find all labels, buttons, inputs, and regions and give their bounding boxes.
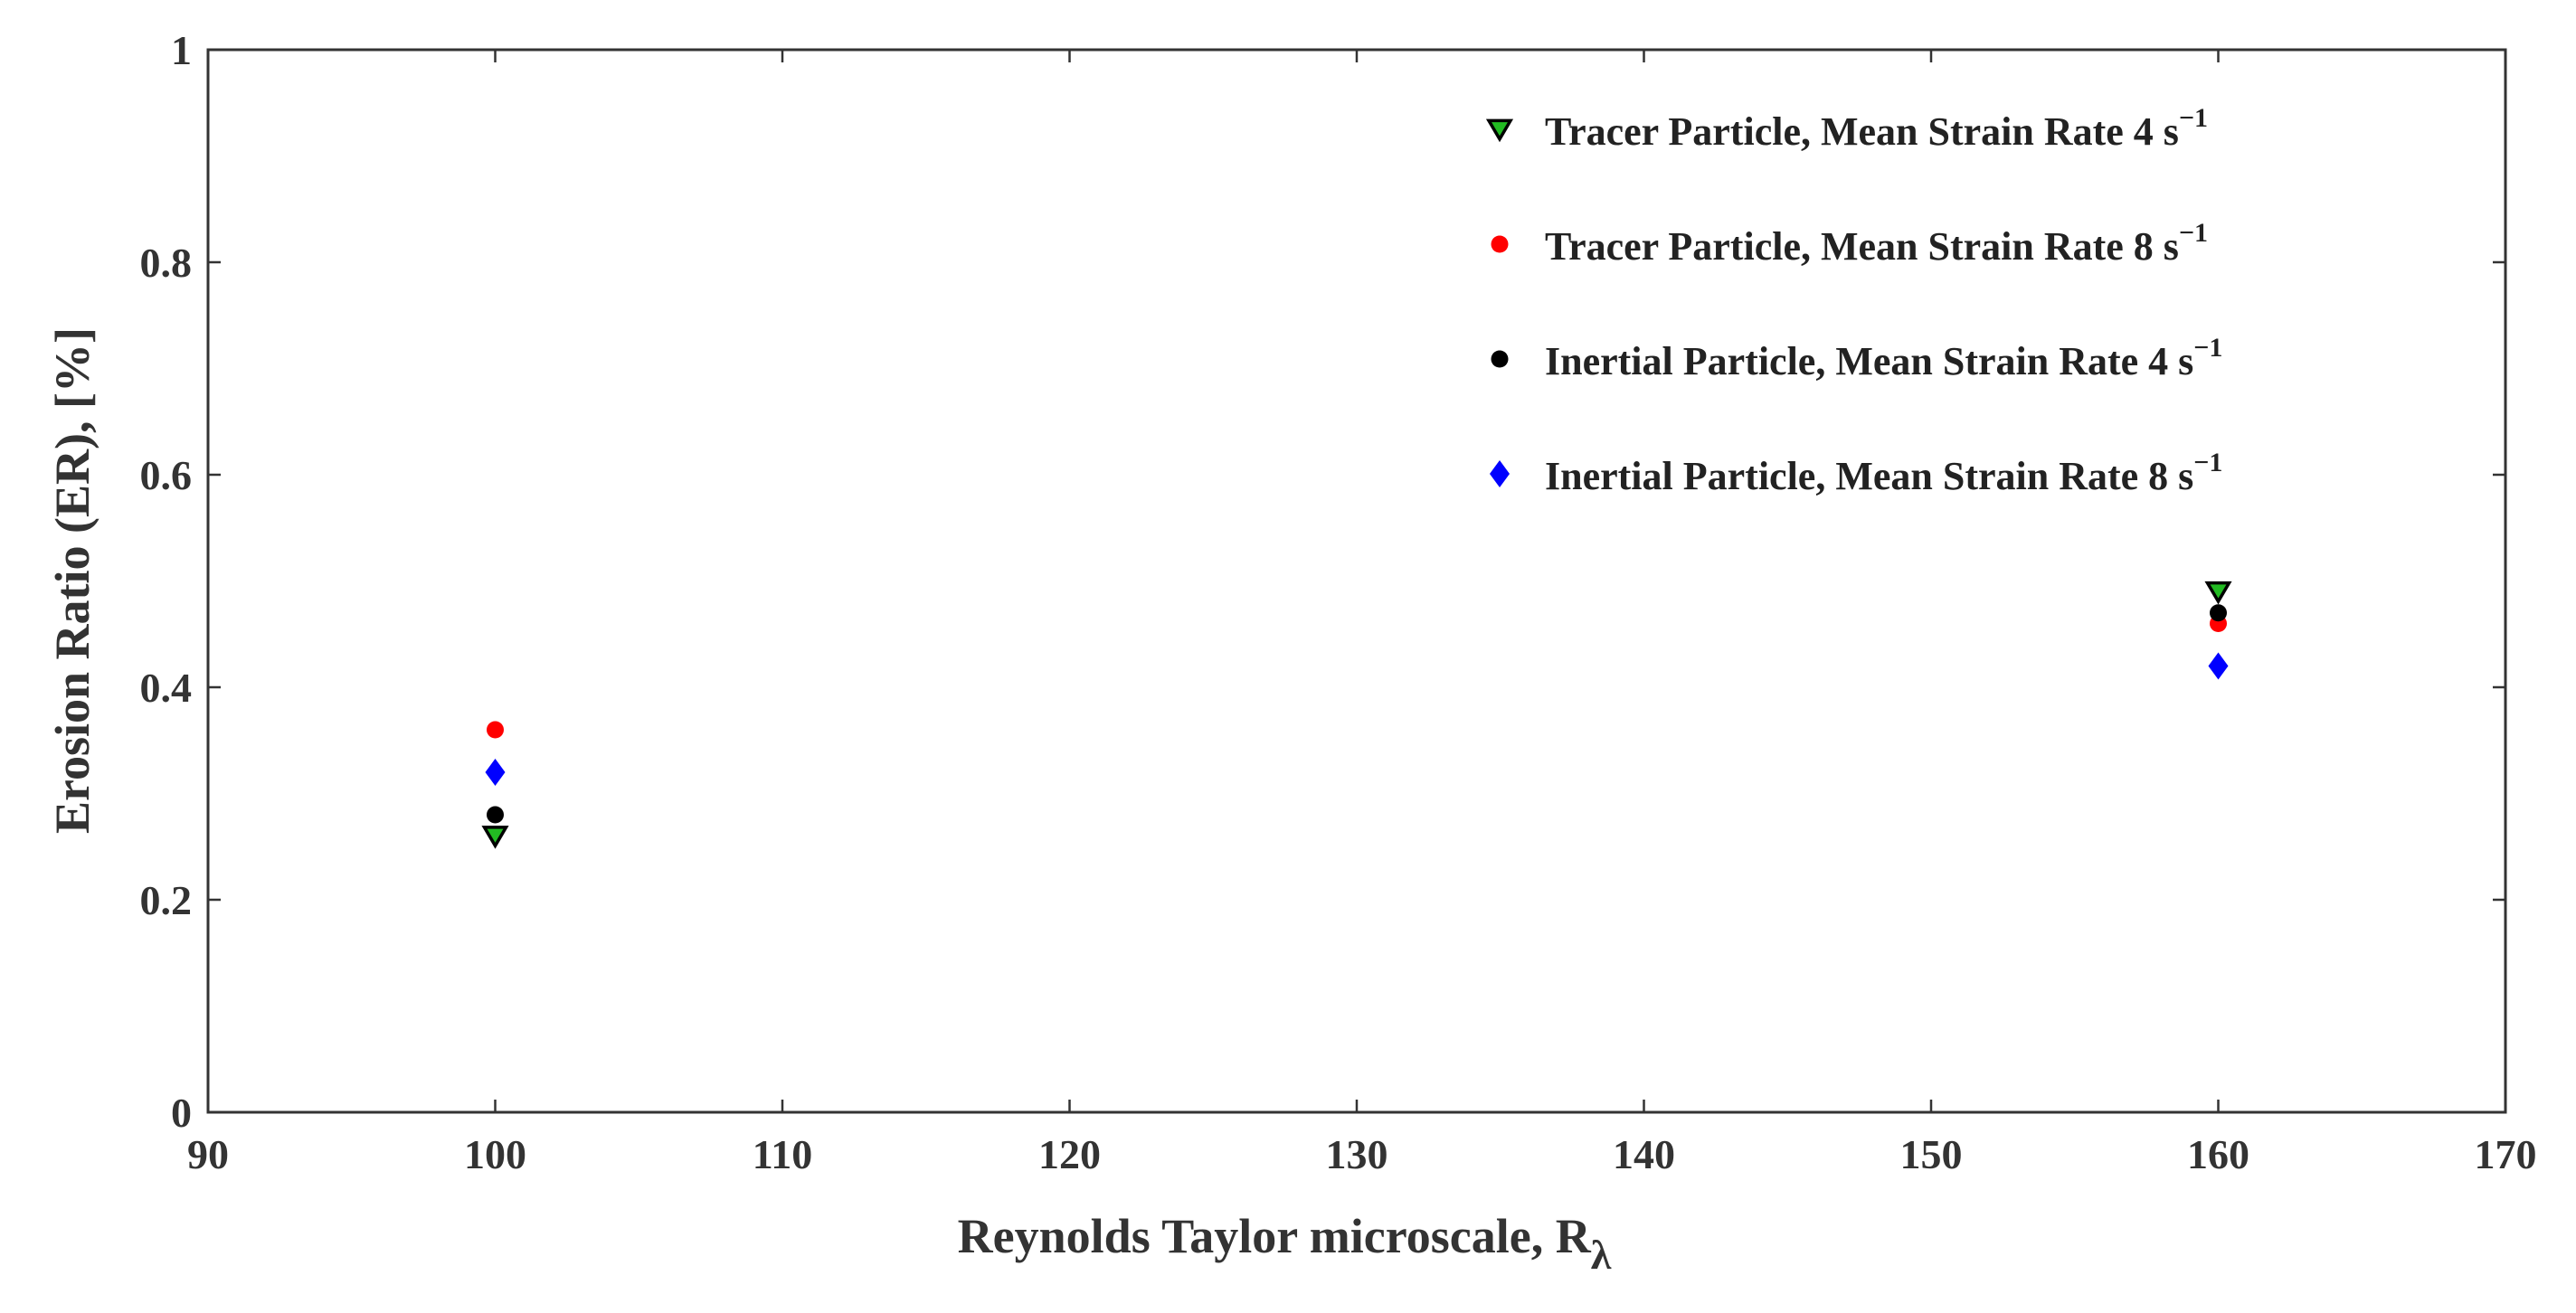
- y-axis-label: Erosion Ratio (ER), [%]: [45, 327, 99, 834]
- y-tick-label: 1: [171, 27, 192, 73]
- legend-label-text: Tracer Particle, Mean Strain Rate 4 s: [1545, 109, 2179, 154]
- y-tick-label: 0.8: [140, 240, 193, 286]
- data-point-series-3: [487, 806, 504, 824]
- legend: Tracer Particle, Mean Strain Rate 4 s−1T…: [1485, 103, 2222, 498]
- y-tick-label: 0.4: [140, 665, 193, 711]
- legend-label: Inertial Particle, Mean Strain Rate 4 s−…: [1545, 333, 2222, 383]
- legend-label-text: Inertial Particle, Mean Strain Rate 8 s: [1545, 454, 2193, 498]
- axis-ticks: 90 100 110 120 130 140 150 160 170 0 0.2 0.4 0.6 0.8 1: [140, 27, 2537, 1177]
- data-point-series-4: [2208, 652, 2229, 680]
- legend-label-superscript: −1: [2179, 218, 2208, 248]
- legend-label-superscript: −1: [2179, 103, 2208, 133]
- legend-label-text: Inertial Particle, Mean Strain Rate 4 s: [1545, 339, 2193, 383]
- x-tick-label: 170: [2475, 1131, 2537, 1177]
- x-axis-label: Reynolds Taylor microscale, Rλ: [958, 1209, 1612, 1278]
- data-points: [481, 581, 2232, 849]
- x-tick-label: 100: [464, 1131, 526, 1177]
- y-tick-label: 0: [171, 1090, 192, 1136]
- x-tick-label: 90: [187, 1131, 229, 1177]
- x-tick-label: 140: [1613, 1131, 1675, 1177]
- data-point-series-1: [481, 826, 509, 849]
- x-tick-label: 150: [1900, 1131, 1963, 1177]
- data-point-series-2: [487, 721, 504, 739]
- legend-marker: [1491, 350, 1509, 368]
- x-axis-label-subscript: λ: [1591, 1232, 1612, 1278]
- legend-marker: [1485, 118, 1514, 143]
- x-tick-label: 120: [1038, 1131, 1101, 1177]
- y-tick-label: 0.6: [140, 452, 193, 498]
- legend-label-superscript: −1: [2193, 448, 2222, 477]
- legend-marker: [1491, 235, 1509, 253]
- legend-label-superscript: −1: [2193, 333, 2222, 363]
- x-tick-label: 130: [1326, 1131, 1388, 1177]
- y-tick-label: 0.2: [140, 877, 193, 923]
- data-point-series-4: [485, 759, 506, 786]
- data-point-series-1: [2204, 581, 2232, 605]
- legend-label-text: Tracer Particle, Mean Strain Rate 8 s: [1545, 224, 2179, 269]
- x-tick-label: 110: [753, 1131, 812, 1177]
- x-tick-label: 160: [2187, 1131, 2249, 1177]
- legend-label: Tracer Particle, Mean Strain Rate 4 s−1: [1545, 103, 2208, 154]
- plot-area: [206, 48, 2507, 1114]
- legend-label: Tracer Particle, Mean Strain Rate 8 s−1: [1545, 218, 2208, 269]
- legend-marker: [1490, 460, 1510, 487]
- data-point-series-3: [2210, 604, 2227, 622]
- legend-label: Inertial Particle, Mean Strain Rate 8 s−…: [1545, 448, 2222, 498]
